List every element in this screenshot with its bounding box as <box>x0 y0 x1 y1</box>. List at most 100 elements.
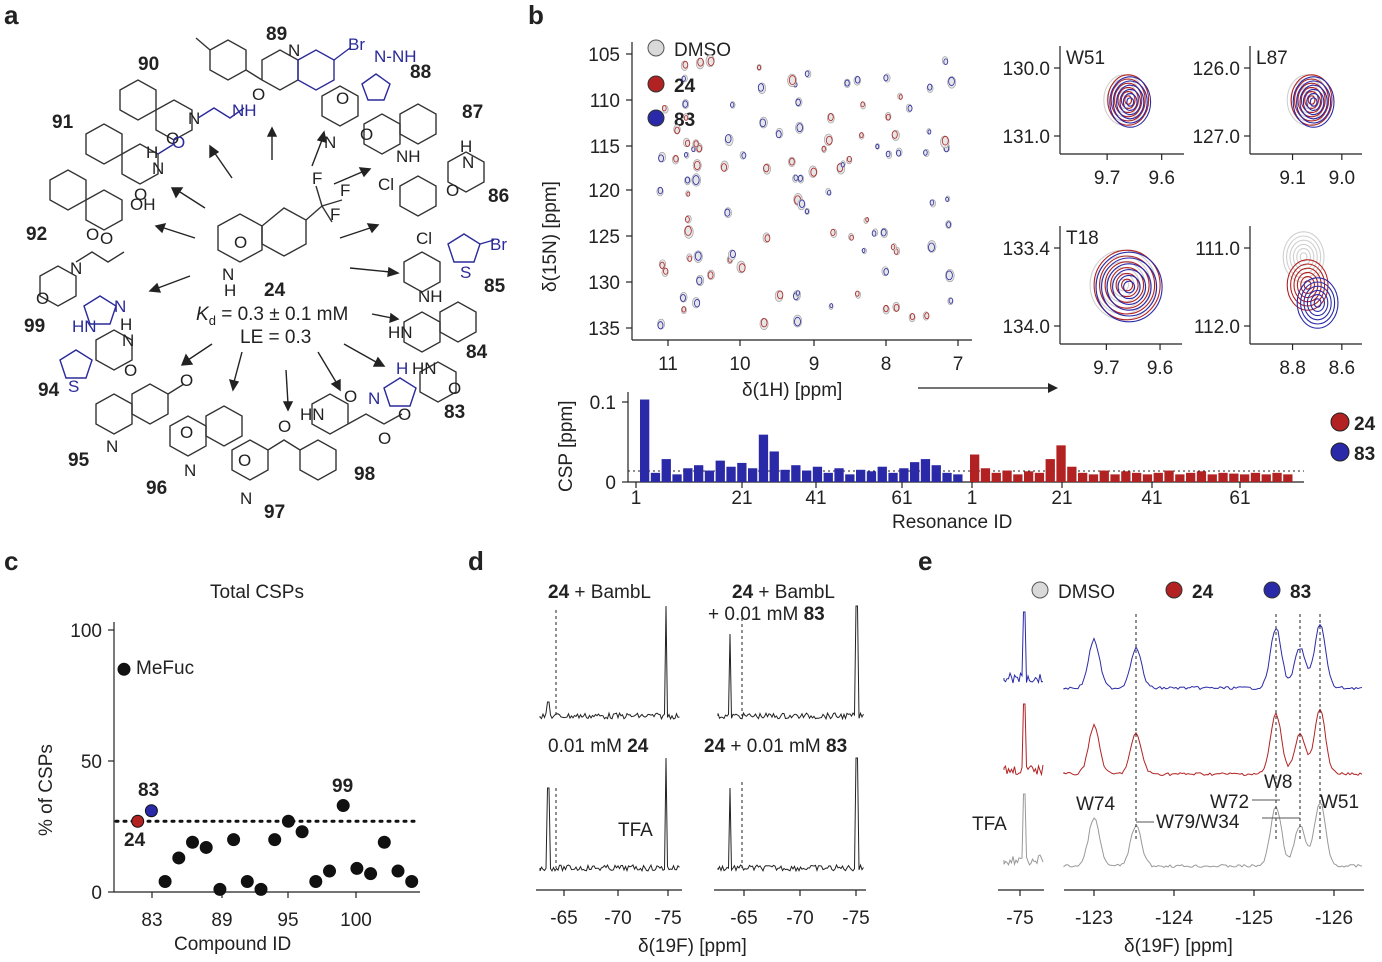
hsqc-peak <box>872 228 879 237</box>
svg-text:O: O <box>336 89 349 108</box>
csp-bar <box>1099 470 1109 482</box>
hsqc-peak <box>692 175 700 185</box>
inset-contour <box>1290 74 1333 126</box>
hsqc-peak <box>821 146 826 152</box>
inset-contour <box>1300 86 1323 114</box>
svg-text:O: O <box>344 387 357 406</box>
csp-bar <box>640 399 650 482</box>
hsqc-peak <box>890 244 896 250</box>
hsqc-peak <box>849 234 854 241</box>
hsqc-peak <box>929 199 935 206</box>
hsqc-x-tick-label: 9 <box>809 354 820 375</box>
hsqc-peak <box>659 261 665 269</box>
csp-bar <box>877 466 887 482</box>
hsqc-peak <box>657 186 663 195</box>
svg-text:O: O <box>172 133 185 152</box>
c-point <box>364 867 378 881</box>
compound-86-structure: Cl Cl O H N <box>378 137 485 248</box>
d-spectra <box>539 605 864 873</box>
csp-x-tick-label: 41 <box>1141 488 1162 509</box>
compound-87-structure: O NH <box>360 103 437 166</box>
compound-label-83: 83 <box>444 402 465 423</box>
hsqc-peak <box>893 303 900 312</box>
compound-96-structure: O N <box>169 405 243 480</box>
svg-text:O: O <box>238 451 251 470</box>
c-point <box>350 861 364 875</box>
csp-x-label: Resonance ID <box>892 512 1012 533</box>
c-annot-24: 24 <box>124 830 146 851</box>
csp-bar <box>1207 474 1217 482</box>
panel-letter-a: a <box>4 0 19 30</box>
hsqc-peak <box>682 74 688 83</box>
svg-text:F: F <box>312 169 322 188</box>
compound-85-structure: NH S Br <box>403 233 507 306</box>
d-tfa-label: TFA <box>618 820 653 841</box>
hsqc-peak <box>794 316 801 327</box>
inset-contour <box>1294 78 1330 122</box>
svg-text:Br: Br <box>490 235 507 254</box>
svg-text:HN: HN <box>412 359 437 378</box>
hsqc-peak <box>661 104 667 112</box>
inset-label: L87 <box>1256 48 1288 69</box>
compound-89-structure: O N Br <box>195 35 365 104</box>
e-peak-w8: W8 <box>1264 772 1293 793</box>
inset-contour <box>1115 272 1139 298</box>
d-x-tick-label: -65 <box>550 908 577 929</box>
inset-2: L87 126.0 127.0 9.1 9.0 <box>1192 46 1362 189</box>
legend-dot-83 <box>647 109 665 127</box>
c-annot-99: 99 <box>332 776 353 797</box>
csp-bar <box>931 465 941 482</box>
compound-label-96: 96 <box>146 478 167 499</box>
svg-text:HN: HN <box>388 323 413 342</box>
inset-y-tick-label: 133.4 <box>1002 239 1050 260</box>
hsqc-peak <box>663 267 669 275</box>
inset-x-tick-label: 9.0 <box>1329 168 1355 189</box>
inset-x-tick-label: 9.7 <box>1094 168 1120 189</box>
e-legend-label-24: 24 <box>1192 582 1214 603</box>
csp-bar <box>1088 474 1099 482</box>
csp-bar <box>823 472 833 482</box>
hsqc-peak <box>928 242 935 252</box>
inset-contour <box>1304 91 1319 109</box>
hsqc-peak <box>941 56 949 65</box>
d-title-4: 24 + 0.01 mM 83 <box>704 736 847 757</box>
hsqc-y-tick-label: 110 <box>590 91 620 112</box>
hsqc-peak <box>945 196 949 202</box>
svg-text:O: O <box>100 229 113 248</box>
zoom-arrow-head <box>1048 383 1058 393</box>
hsqc-y-tick-label: 130 <box>588 273 620 294</box>
panel-letter-b: b <box>528 0 544 30</box>
inset-contour <box>1297 82 1326 118</box>
inset-contour <box>1112 269 1147 305</box>
d-title-3: 0.01 mM 24 <box>548 736 649 757</box>
kd-text: Kd = 0.3 ± 0.1 mM <box>196 304 348 328</box>
hsqc-peak <box>797 175 803 182</box>
csp-bar <box>791 465 801 482</box>
c-x-tick-label: 100 <box>340 910 372 931</box>
e-legend-dot-dmso <box>1031 581 1049 599</box>
hsqc-peak <box>681 75 686 82</box>
hsqc-peak <box>696 276 703 285</box>
compound-label-97: 97 <box>264 502 285 523</box>
svg-text:H: H <box>396 359 408 378</box>
c-x-tick-label: 95 <box>277 910 298 931</box>
svg-text:H: H <box>224 281 236 300</box>
legend-dot-dmso <box>647 39 665 57</box>
svg-text:N: N <box>324 133 336 152</box>
hsqc-peak <box>694 299 701 308</box>
compound-label-87: 87 <box>462 102 483 123</box>
compound-label-92: 92 <box>26 224 47 245</box>
e-peak-w51: W51 <box>1320 792 1359 813</box>
c-point <box>405 875 419 889</box>
inset-contour <box>1095 251 1163 323</box>
hsqc-peak <box>685 139 691 147</box>
svg-text:Br: Br <box>348 35 365 54</box>
svg-text:N: N <box>240 489 252 508</box>
hsqc-peak <box>777 290 784 300</box>
svg-text:N-NH: N-NH <box>374 47 417 66</box>
csp-bar <box>1272 472 1282 482</box>
panel-c-title: Total CSPs <box>210 582 304 603</box>
hsqc-x-tick-label: 11 <box>658 354 678 375</box>
